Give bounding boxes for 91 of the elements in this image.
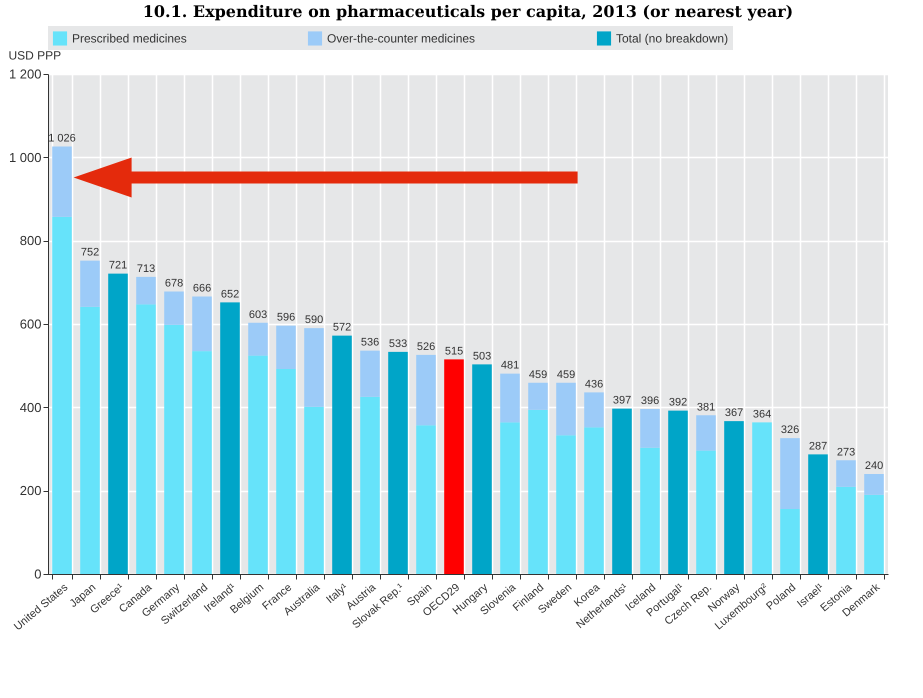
bar: [108, 274, 128, 574]
y-axis-title: USD PPP: [8, 48, 62, 62]
total-label: 459: [528, 368, 548, 381]
bar: [472, 364, 492, 574]
bar: [360, 350, 380, 397]
bar: [556, 435, 576, 574]
bar: [528, 382, 548, 410]
bar: [724, 421, 744, 574]
bar: [612, 408, 632, 574]
total-label: 526: [416, 340, 436, 353]
bar: [836, 486, 856, 574]
total-label: 721: [108, 260, 128, 272]
bar: [444, 359, 464, 574]
bar: [248, 322, 268, 356]
bar: [696, 450, 716, 574]
bar: [640, 448, 660, 574]
bar: [808, 454, 828, 574]
y-tick-label: 1 200: [8, 66, 42, 82]
total-label: 392: [668, 396, 688, 409]
bar: [388, 352, 408, 574]
total-label: 652: [220, 288, 240, 300]
bar: [416, 425, 436, 574]
total-label: 397: [612, 394, 632, 407]
bar: [500, 422, 520, 574]
chart-title: 10.1. Expenditure on pharmaceuticals per capita, 2013 (or nearest year): [142, 2, 794, 21]
total-label: 678: [164, 278, 184, 290]
bar: [864, 494, 884, 574]
bar: [360, 396, 380, 574]
legend-label: Total (no breakdown): [616, 31, 728, 46]
bar: [640, 409, 660, 448]
bar: [668, 410, 688, 574]
total-label: 326: [780, 424, 800, 436]
total-label: 367: [724, 407, 744, 420]
total-label: 572: [332, 322, 352, 334]
bar: [696, 415, 716, 451]
total-label: 666: [192, 282, 212, 294]
bar: [780, 438, 800, 509]
total-label: 436: [584, 378, 604, 390]
y-tick-label: 200: [20, 483, 42, 498]
total-label: 396: [640, 395, 660, 407]
total-label: 459: [556, 368, 576, 381]
bar: [248, 356, 268, 574]
bar: [136, 304, 156, 574]
total-label: 752: [80, 246, 100, 259]
y-tick-label: 400: [20, 400, 42, 415]
bar: [332, 336, 352, 574]
bar: [304, 406, 324, 574]
total-label: 533: [388, 338, 408, 350]
total-label: 364: [752, 408, 772, 420]
total-label: 273: [836, 446, 856, 458]
bar: [220, 302, 240, 574]
y-tick-label: 0: [34, 566, 42, 582]
y-tick-label: 1 000: [8, 150, 42, 165]
total-label: 381: [696, 401, 716, 414]
bar: [584, 392, 604, 428]
bar: [192, 296, 212, 352]
bar: [500, 374, 520, 422]
bar: [836, 460, 856, 487]
bar: [780, 509, 800, 574]
bar: [276, 326, 296, 369]
total-label: 287: [808, 440, 828, 452]
total-label: 515: [444, 345, 464, 358]
bar: [276, 369, 296, 574]
bar: [556, 382, 576, 436]
bar: [80, 306, 100, 574]
bar: [52, 216, 72, 574]
y-tick-label: 600: [20, 316, 42, 332]
total-label: 590: [304, 314, 324, 326]
bar: [584, 427, 604, 574]
bar: [304, 328, 324, 407]
bar: [864, 474, 884, 495]
total-label: 240: [864, 460, 884, 472]
total-label: 481: [500, 360, 520, 372]
bar: [528, 410, 548, 574]
bar: [192, 351, 212, 574]
total-label: 536: [360, 336, 380, 349]
total-label: 603: [248, 308, 268, 321]
bar: [164, 324, 184, 574]
bar: [416, 354, 436, 426]
total-label: 1 026: [48, 132, 76, 144]
legend-label: Prescribed medicines: [72, 31, 187, 46]
legend-label: Over-the-counter medicines: [327, 31, 476, 46]
bar: [752, 422, 772, 574]
total-label: 713: [136, 262, 156, 275]
bar: [52, 146, 72, 217]
total-label: 596: [276, 312, 296, 324]
y-tick-label: 800: [20, 233, 42, 248]
total-label: 503: [472, 350, 492, 362]
bar: [136, 276, 156, 304]
bar: [164, 292, 184, 325]
bar: [80, 260, 100, 307]
